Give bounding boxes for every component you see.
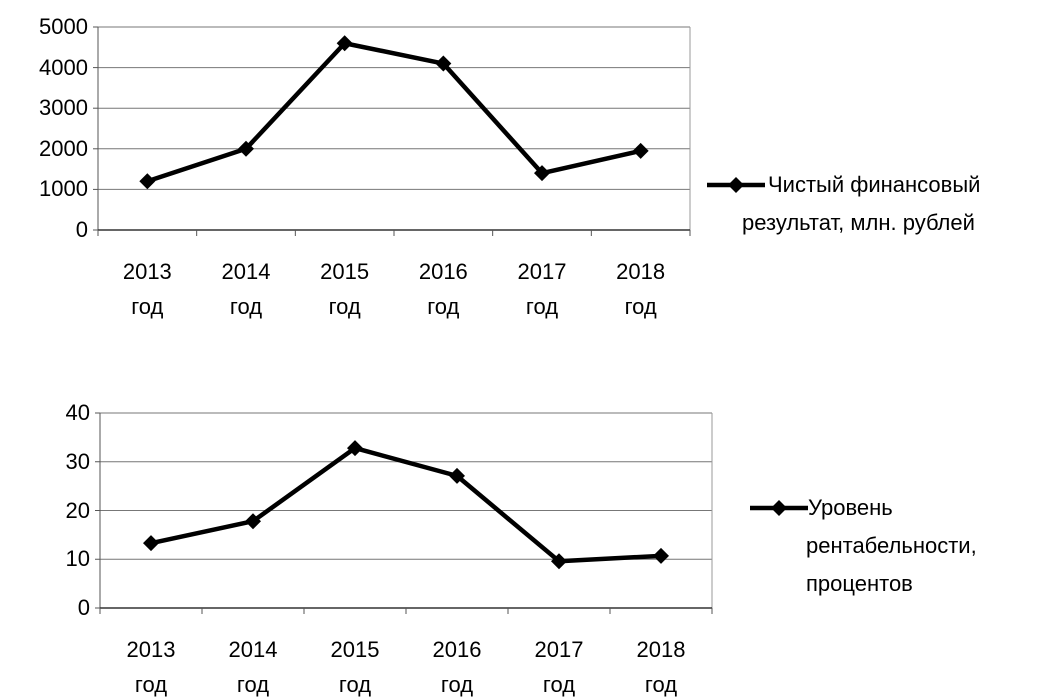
point [632,142,649,159]
x-tick-label: 2016 год [432,637,482,697]
x-tick-label: 2013 год [126,637,176,697]
y-tick-label: 1000 [39,176,88,202]
y-tick-label: 40 [65,400,90,425]
point [139,173,156,190]
y-tick-label: 3000 [39,95,88,121]
y-tick-label: 2000 [39,135,88,161]
x-tick-label: 2013 год [122,259,172,319]
legend-label: Уровень рентабельности, процентов [806,495,977,596]
point [449,467,465,484]
x-tick-label: 2018 год [636,637,686,697]
point [653,547,669,564]
point [238,140,254,157]
point [245,513,261,530]
y-tick-label: 10 [65,546,90,572]
x-tick-label: 2018 год [616,259,666,319]
y-tick-label: 5000 [39,14,88,39]
x-tick-label: 2014 год [221,259,271,319]
series-line [146,40,642,184]
x-tick-label: 2014 год [228,637,278,697]
series-line [150,445,662,564]
point [435,55,452,72]
legend-marker [771,500,787,516]
x-tick-label: 2015 год [320,259,370,319]
legend-label: Чистый финансовый результат, млн. рублей [742,172,981,235]
y-tick-label: 0 [75,217,88,242]
point [347,440,363,457]
x-tick-label: 2017 год [517,259,567,319]
y-tick-label: 30 [65,448,90,474]
legend-marker [728,177,744,193]
x-tick-label: 2016 год [418,259,468,319]
point [534,165,550,182]
point [551,553,567,570]
point [143,535,159,552]
point [336,35,353,52]
x-tick-label: 2015 год [330,637,380,697]
x-tick-label: 2017 год [534,637,584,697]
y-tick-label: 0 [77,595,90,620]
y-tick-label: 20 [65,497,90,523]
y-tick-label: 4000 [39,54,88,80]
